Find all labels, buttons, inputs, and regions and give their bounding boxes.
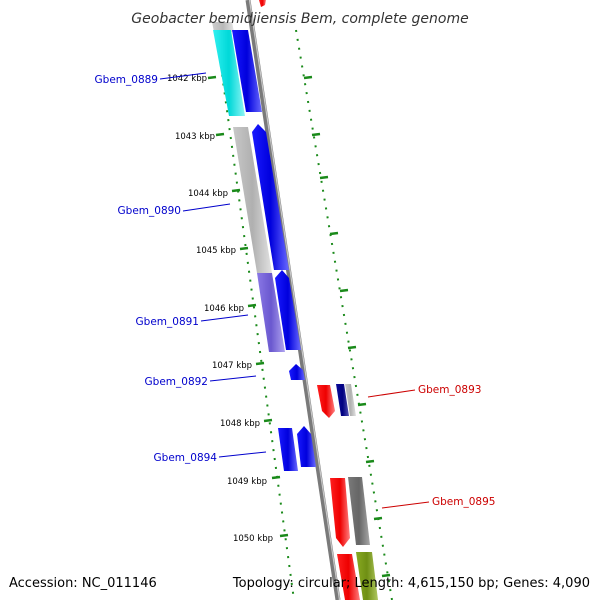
tick-mark [247,303,257,308]
gene-feature [252,124,289,270]
gene-label-gbem-0895: Gbem_0895 [432,496,495,508]
gene-feature [278,428,298,471]
gene-label-gbem-0891: Gbem_0891 [136,316,199,328]
label-leader-line [209,375,257,382]
tick-mark [279,533,289,538]
tick-mark [239,246,249,251]
tick-mark [373,516,383,521]
scale-label: 1050 kbp [233,534,273,544]
gene-feature [297,426,316,467]
accession-text: Accession: NC_011146 [9,576,157,591]
tick-mark [263,418,273,423]
right-gene-labels: Gbem_0893 Gbem_0895 [367,384,495,509]
tick-mark [311,132,321,137]
gene-feature [257,273,285,352]
tick-mark [255,361,265,366]
scale-label: 1045 kbp [196,246,236,256]
gene-feature [289,364,305,380]
gene-feature [232,30,262,112]
genome-summary-text: Topology: circular; Length: 4,615,150 bp… [232,576,590,591]
tick-mark [329,231,339,236]
tick-mark [215,132,225,137]
tick-mark [365,459,375,464]
gene-label-gbem-0892: Gbem_0892 [145,376,208,388]
gene-feature [337,554,360,600]
scale-label: 1048 kbp [220,419,260,429]
tick-mark [381,573,391,578]
gene-feature [336,384,349,416]
scale-label: 1044 kbp [188,189,228,199]
gene-label-gbem-0890: Gbem_0890 [118,205,181,217]
label-leader-line [381,501,430,509]
gene-feature [356,552,378,600]
tick-mark [271,475,281,480]
scale-labels: 1042 kbp 1043 kbp 1044 kbp 1045 kbp 1046… [167,74,273,544]
gene-feature [213,30,245,116]
tick-mark [357,402,367,407]
scale-label: 1049 kbp [227,477,267,487]
tick-mark [303,75,313,80]
tick-mark [339,288,349,293]
gene-feature [259,0,266,7]
scale-label: 1047 kbp [212,361,252,371]
label-leader-line [218,451,267,458]
scale-ticks-right [303,75,391,578]
label-leader-line [367,389,416,398]
gene-label-gbem-0894: Gbem_0894 [154,452,218,464]
label-leader-line [159,72,207,80]
gene-label-gbem-0889: Gbem_0889 [95,74,158,86]
scale-label: 1046 kbp [204,304,244,314]
gene-feature [275,270,301,350]
gene-feature [233,127,272,273]
left-gene-labels: Gbem_0889 Gbem_0890 Gbem_0891 Gbem_0892 … [95,72,267,464]
genome-backbone [245,0,341,600]
tick-mark [347,345,357,350]
scale-label: 1043 kbp [175,132,215,142]
tick-mark [231,188,241,193]
map-title: Geobacter bemidjiensis Bem, complete gen… [131,11,468,27]
gene-feature [317,385,335,418]
reverse-strand-genes [259,0,378,600]
scale-label: 1042 kbp [167,74,207,84]
gene-feature [345,384,356,416]
tick-mark [319,175,329,180]
right-dotted-guide [295,29,393,600]
gene-feature [330,478,350,547]
scale-ticks-left [207,75,289,538]
label-leader-line [200,314,249,322]
label-leader-line [182,203,231,212]
forward-strand-genes [212,22,316,471]
tick-mark [207,75,217,80]
gene-feature [212,22,234,32]
gene-label-gbem-0893: Gbem_0893 [418,384,481,396]
gene-feature [348,477,370,545]
